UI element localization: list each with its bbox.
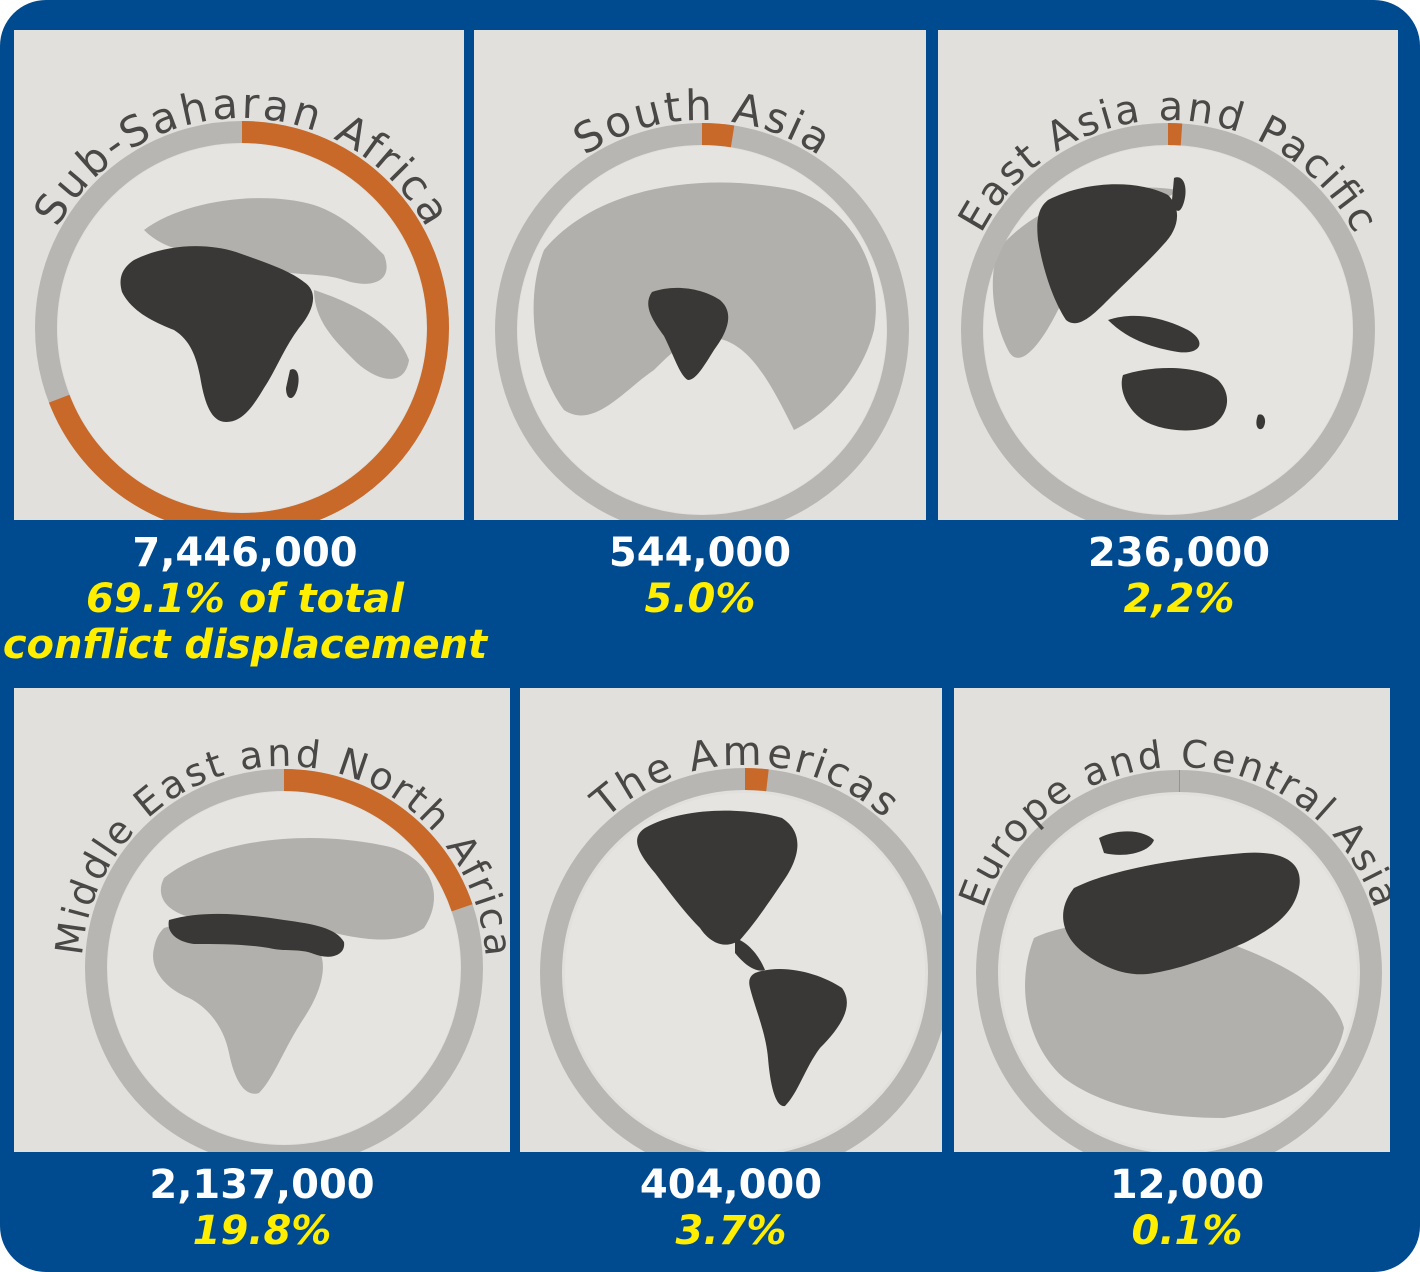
share-percent-continued: conflict displacement [2, 622, 488, 668]
displacement-value: 544,000 [608, 530, 792, 576]
displacement-value: 7,446,000 [132, 530, 358, 576]
mena-globe-icon: Middle East and North Africa [47, 731, 510, 1152]
region-panel-europe-central-asia: Europe and Central Asia [954, 688, 1390, 1152]
east-asia-globe-icon: East Asia and Pacific [950, 84, 1386, 520]
displacement-value: 12,000 [1109, 1162, 1265, 1208]
region-panel-east-asia-pacific: East Asia and Pacific [938, 30, 1398, 520]
americas-globe-icon: The Americas [540, 729, 942, 1152]
caption-east-asia-pacific: 236,000 2,2% [938, 530, 1420, 622]
region-panel-south-asia: South Asia [474, 30, 926, 520]
ring-share-arc [495, 123, 909, 520]
africa-globe-icon: Sub-Saharan Africa [24, 79, 460, 520]
caption-americas: 404,000 3.7% [520, 1162, 942, 1254]
share-percent: 19.8% [192, 1208, 332, 1254]
region-panel-sub-saharan-africa: Sub-Saharan Africa [14, 30, 464, 520]
share-percent: 5.0% [644, 576, 756, 622]
displacement-value: 2,137,000 [149, 1162, 375, 1208]
caption-europe-central-asia: 12,000 0.1% [954, 1162, 1420, 1254]
ring-share-arc [35, 121, 449, 520]
caption-mena: 2,137,000 19.8% [14, 1162, 510, 1254]
ring-share-arc [976, 770, 1382, 1152]
europe-globe-icon: Europe and Central Asia [954, 732, 1390, 1152]
share-percent: 2,2% [1123, 576, 1235, 622]
region-panel-americas: The Americas [520, 688, 942, 1152]
share-percent: 69.1% of total [86, 576, 404, 622]
caption-south-asia: 544,000 5.0% [474, 530, 926, 622]
share-percent: 3.7% [675, 1208, 787, 1254]
ring-share-arc [961, 123, 1375, 520]
share-percent: 0.1% [1131, 1208, 1243, 1254]
region-panel-mena: Middle East and North Africa [14, 688, 510, 1152]
south-asia-globe-icon: South Asia [495, 81, 909, 520]
displacement-value: 236,000 [1087, 530, 1271, 576]
displacement-value: 404,000 [639, 1162, 823, 1208]
caption-sub-saharan-africa: 7,446,000 69.1% of total conflict displa… [0, 530, 490, 668]
ring-share-arc [85, 769, 483, 1152]
ring-share-arc [540, 768, 942, 1152]
